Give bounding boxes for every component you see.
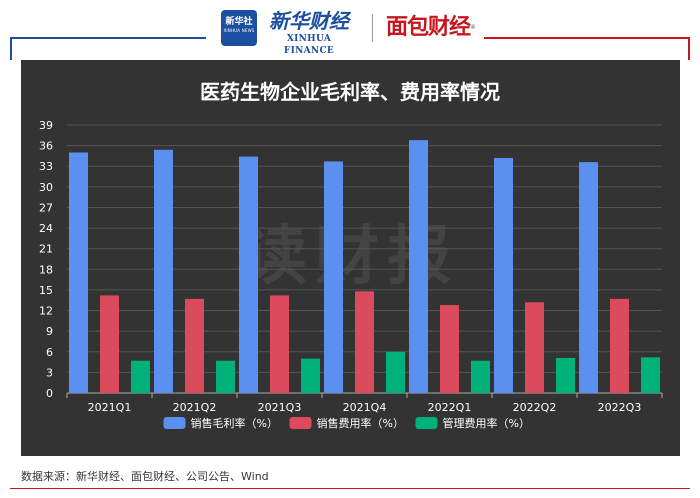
- y-tick-label: 24: [39, 222, 53, 235]
- header-rule-left: [10, 37, 206, 39]
- legend-swatch: [415, 417, 438, 429]
- y-tick-label: 21: [39, 243, 53, 256]
- frame-right-edge: [688, 37, 690, 60]
- x-tick-label: 2022Q3: [598, 401, 642, 414]
- chart-title: 医药生物企业毛利率、费用率情况: [200, 80, 500, 104]
- mianbao-text: 面包财经: [386, 15, 471, 40]
- x-tick-label: 2021Q2: [173, 401, 217, 414]
- legend-swatch: [163, 417, 186, 429]
- bottom-rule: [10, 488, 690, 489]
- header: 新华社 XINHUA NEWS 新华财经 XINHUA FINANCE 面包财经…: [0, 0, 700, 56]
- y-tick-label: 30: [39, 181, 53, 194]
- mianbao-finance-logo: 面包财经®: [386, 14, 476, 42]
- x-tick-label: 2021Q3: [258, 401, 302, 414]
- y-tick-label: 0: [46, 387, 53, 400]
- bar-series-2: [270, 295, 289, 393]
- bar-series-2: [610, 298, 629, 393]
- bar-series-2: [355, 291, 374, 393]
- x-tick-label: 2022Q1: [428, 401, 472, 414]
- y-tick-label: 27: [39, 201, 53, 214]
- bar-series-3: [556, 357, 575, 393]
- legend-label: 销售费用率（%）: [317, 416, 404, 430]
- bar-series-1: [409, 140, 428, 393]
- y-tick-label: 15: [39, 284, 53, 297]
- bar-series-1: [579, 162, 598, 393]
- x-tick-label: 2021Q1: [88, 401, 132, 414]
- bar-series-1: [494, 157, 513, 393]
- y-tick-label: 33: [39, 160, 53, 173]
- bar-series-2: [100, 295, 119, 393]
- bar-series-3: [301, 358, 320, 393]
- xinhua-badge-en: XINHUA NEWS: [223, 28, 255, 33]
- x-tick-label: 2021Q4: [343, 401, 387, 414]
- frame-left-edge: [10, 37, 12, 60]
- legend-swatch: [289, 417, 312, 429]
- bar-series-3: [131, 360, 150, 393]
- chart-panel: 医药生物企业毛利率、费用率情况 读财报 0 3 6 9 12 15 18 21 24 27 30 33 36…: [21, 60, 680, 456]
- bar-chart: 医药生物企业毛利率、费用率情况读财报0369121518212427303336…: [39, 80, 663, 430]
- y-tick-label: 18: [39, 263, 53, 276]
- bar-series-2: [525, 302, 544, 393]
- bar-series-3: [386, 351, 405, 393]
- bar-series-1: [154, 149, 173, 393]
- y-tick-label: 3: [46, 366, 53, 379]
- source-note: 数据来源：新华财经、面包财经、公司公告、Wind: [21, 470, 269, 483]
- x-tick-label: 2022Q2: [513, 401, 557, 414]
- y-tick-label: 39: [39, 119, 53, 132]
- xinhua-finance-logo: 新华财经 XINHUA FINANCE: [262, 9, 356, 57]
- legend-label: 管理费用率（%）: [443, 416, 530, 430]
- bar-series-1: [239, 156, 258, 393]
- bar-series-1: [69, 152, 88, 393]
- legend-label: 销售毛利率（%）: [191, 416, 278, 430]
- y-tick-label: 6: [46, 346, 53, 359]
- xinhua-badge-logo: 新华社 XINHUA NEWS: [221, 10, 257, 46]
- bar-series-3: [471, 360, 490, 393]
- bar-series-3: [216, 360, 235, 393]
- header-rule-right: [484, 37, 690, 39]
- logo-divider: [372, 14, 373, 42]
- registered-mark: ®: [470, 24, 476, 31]
- bar-series-2: [440, 305, 459, 393]
- bar-series-3: [641, 357, 660, 393]
- xinhua-badge-cn: 新华社: [225, 17, 253, 27]
- xinhua-finance-en: XINHUA FINANCE: [283, 34, 335, 56]
- bar-series-2: [185, 298, 204, 393]
- y-tick-label: 12: [39, 305, 53, 318]
- bar-series-1: [324, 161, 343, 393]
- y-tick-label: 9: [46, 325, 53, 338]
- xinhua-finance-cn: 新华财经: [269, 9, 349, 33]
- y-tick-label: 36: [39, 140, 53, 153]
